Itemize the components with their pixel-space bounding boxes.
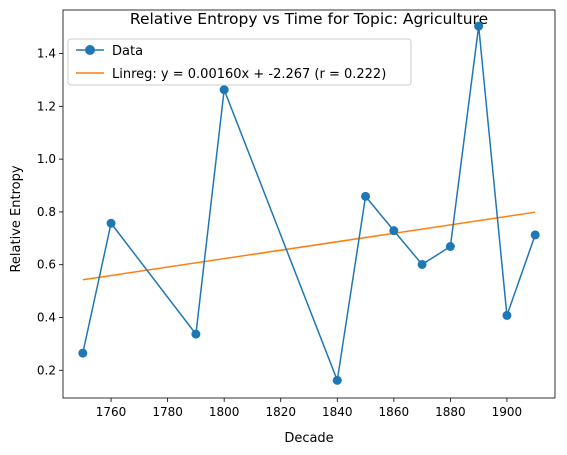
- x-axis-title: Decade: [284, 431, 333, 446]
- y-tick-label: 1.0: [37, 152, 56, 166]
- legend-data-label: Data: [112, 44, 143, 59]
- data-line: [82, 25, 536, 382]
- data-point: [78, 348, 88, 358]
- data-point: [361, 191, 371, 201]
- legend-data-marker: [85, 45, 95, 55]
- x-tick-label: 1880: [435, 405, 466, 419]
- y-axis: 0.2 0.4 0.6 0.8 1.0 1.2 1.4: [37, 47, 63, 377]
- legend-box: [67, 38, 412, 86]
- y-tick-label: 0.4: [37, 310, 56, 324]
- legend-linreg-label: Linreg: y = 0.00160x + -2.267 (r = 0.222…: [112, 67, 386, 82]
- x-tick-label: 1780: [152, 405, 183, 419]
- y-tick-label: 0.8: [37, 205, 56, 219]
- chart-title: Relative Entropy vs Time for Topic: Agri…: [130, 10, 488, 28]
- y-axis-title: Relative Entropy: [9, 165, 24, 272]
- y-tick-label: 0.2: [37, 363, 56, 377]
- x-tick-label: 1860: [379, 405, 410, 419]
- x-tick-label: 1820: [265, 405, 296, 419]
- x-axis: 1760 1780 1800 1820 1840 1860 1880 1900: [96, 398, 522, 419]
- x-tick-label: 1840: [322, 405, 353, 419]
- x-tick-label: 1760: [96, 405, 127, 419]
- data-point: [474, 21, 484, 31]
- data-point: [106, 218, 116, 228]
- data-point: [445, 241, 455, 251]
- plot-frame: [62, 9, 556, 399]
- linreg-line: [82, 211, 536, 281]
- legend: Data Linreg: y = 0.00160x + -2.267 (r = …: [67, 38, 412, 86]
- x-tick-label: 1800: [209, 405, 240, 419]
- y-tick-label: 0.6: [37, 258, 56, 272]
- x-tick-label: 1900: [492, 405, 523, 419]
- data-point: [219, 85, 229, 95]
- data-point: [191, 329, 201, 339]
- data-point: [389, 226, 399, 236]
- data-point: [530, 230, 540, 240]
- y-tick-label: 1.2: [37, 99, 56, 113]
- plot-area: [78, 21, 540, 385]
- y-tick-label: 1.4: [37, 47, 56, 61]
- data-point: [417, 259, 427, 269]
- data-point: [502, 310, 512, 320]
- data-point: [332, 375, 342, 385]
